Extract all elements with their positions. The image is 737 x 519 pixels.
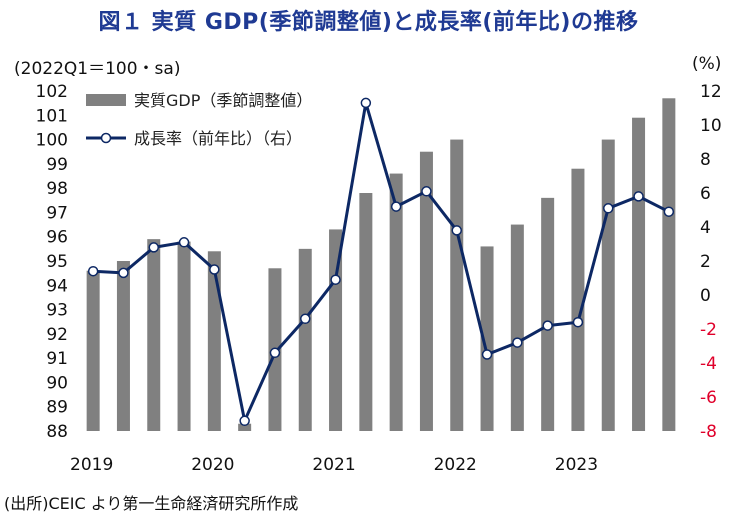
gdp-bar-2022Q2 <box>480 246 494 431</box>
x-tick-label: 2022 <box>434 455 477 475</box>
growth-point-2020Q2 <box>239 415 250 427</box>
growth-point-2019Q1 <box>87 265 99 277</box>
right-tick-label: 8 <box>700 150 711 170</box>
left-tick-label: 100 <box>36 131 68 151</box>
legend-line-label: 成長率（前年比）（右） <box>134 129 302 148</box>
gdp-bar-2019Q2 <box>116 261 130 431</box>
source-note: (出所)CEIC より第一生命経済研究所作成 <box>4 494 299 513</box>
growth-point-2021Q1 <box>330 274 341 285</box>
right-tick-label: -4 <box>700 354 717 374</box>
growth-point-2020Q4 <box>300 313 311 325</box>
right-tick-label: 0 <box>700 286 711 306</box>
left-tick-label: 91 <box>46 349 68 369</box>
legend-line-marker <box>100 132 112 144</box>
right-axis-unit: (%) <box>692 54 722 74</box>
growth-point-2022Q4 <box>542 320 553 331</box>
left-tick-label: 102 <box>36 82 68 102</box>
left-axis-unit: (2022Q1＝100・sa) <box>14 59 181 79</box>
growth-point-2021Q3 <box>390 201 402 212</box>
left-tick-label: 92 <box>46 325 68 345</box>
gdp-bar-2020Q1 <box>207 251 221 431</box>
growth-point-2023Q4 <box>663 206 675 217</box>
growth-point-2021Q2 <box>360 97 372 109</box>
right-tick-label: -2 <box>700 320 717 340</box>
growth-point-2022Q1 <box>451 225 462 236</box>
left-tick-label: 95 <box>46 252 68 272</box>
chart-title: 図１ 実質 GDP(季節調整値)と成長率(前年比)の推移 <box>98 10 639 35</box>
left-tick-label: 93 <box>46 301 68 321</box>
left-tick-label: 88 <box>46 422 68 442</box>
gdp-bar-2021Q2 <box>359 193 373 431</box>
left-tick-label: 99 <box>46 155 68 175</box>
growth-point-2020Q1 <box>209 264 220 275</box>
growth-point-2019Q3 <box>148 242 159 253</box>
gdp-bar-2023Q3 <box>632 117 646 431</box>
gdp-bar-2019Q3 <box>147 239 161 431</box>
legend: 実質GDP（季節調整値） 成長率（前年比）（右） <box>86 91 312 148</box>
growth-point-2023Q2 <box>603 203 614 214</box>
right-tick-label: 2 <box>700 252 711 272</box>
right-tick-label: 12 <box>700 82 722 102</box>
gdp-bar-2019Q4 <box>177 241 191 431</box>
gdp-bar-2023Q2 <box>601 139 615 432</box>
gdp-bar-2021Q3 <box>389 173 403 432</box>
growth-point-2023Q1 <box>572 316 584 328</box>
growth-point-2019Q2 <box>118 267 129 279</box>
gdp-growth-chart: 88 89 90 91 92 93 94 95 96 97 98 99 100 101 102 12 10 8 6… <box>36 82 722 475</box>
x-tick-label: 2019 <box>70 455 113 475</box>
gdp-bar-2020Q4 <box>298 248 312 431</box>
left-tick-label: 96 <box>46 228 68 248</box>
left-tick-label: 98 <box>46 179 68 199</box>
left-tick-label: 94 <box>46 276 68 296</box>
left-tick-label: 101 <box>36 106 68 126</box>
right-tick-label: 6 <box>700 184 711 204</box>
growth-point-2022Q3 <box>512 337 523 348</box>
gdp-bar-2019Q1 <box>86 270 100 431</box>
gdp-bar-2023Q1 <box>571 168 585 431</box>
left-tick-label: 90 <box>46 373 68 393</box>
left-tick-label: 89 <box>46 398 68 418</box>
gdp-bar-2020Q2 <box>238 423 252 431</box>
gdp-bar-2022Q1 <box>450 139 464 432</box>
gdp-bar-2023Q4 <box>662 98 676 432</box>
gdp-bar-2022Q3 <box>510 224 524 431</box>
growth-point-2020Q3 <box>269 347 281 359</box>
x-tick-label: 2020 <box>191 455 234 475</box>
left-tick-label: 97 <box>46 203 68 223</box>
legend-bar-swatch <box>86 94 126 106</box>
growth-point-2022Q2 <box>481 349 493 360</box>
growth-point-2019Q4 <box>178 237 190 248</box>
legend-bar-label: 実質GDP（季節調整値） <box>134 91 312 110</box>
right-tick-label: -8 <box>700 422 717 442</box>
right-tick-label: -6 <box>700 388 717 408</box>
right-tick-label: 4 <box>700 218 711 238</box>
growth-point-2023Q3 <box>633 191 644 202</box>
x-tick-label: 2023 <box>555 455 598 475</box>
growth-point-2021Q4 <box>421 186 432 197</box>
right-tick-label: 10 <box>700 116 722 136</box>
gdp-bar-2022Q4 <box>541 197 555 431</box>
gdp-bar-2021Q4 <box>419 151 433 431</box>
x-tick-label: 2021 <box>312 455 355 475</box>
